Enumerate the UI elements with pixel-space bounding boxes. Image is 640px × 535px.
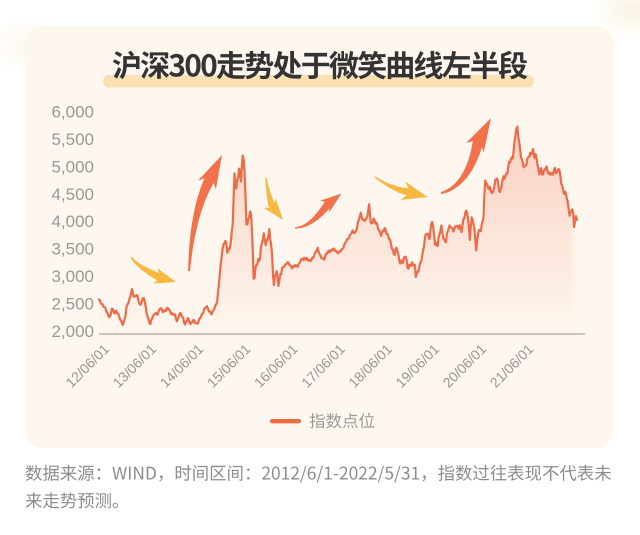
svg-text:2,000: 2,000 — [51, 322, 94, 341]
svg-text:4,500: 4,500 — [51, 185, 94, 204]
svg-text:5,500: 5,500 — [51, 130, 94, 149]
svg-text:6,000: 6,000 — [51, 103, 94, 122]
svg-text:5,000: 5,000 — [51, 157, 94, 176]
svg-text:2,500: 2,500 — [51, 295, 94, 314]
svg-text:4,000: 4,000 — [51, 212, 94, 231]
svg-text:3,000: 3,000 — [51, 267, 94, 286]
svg-text:3,500: 3,500 — [51, 240, 94, 259]
